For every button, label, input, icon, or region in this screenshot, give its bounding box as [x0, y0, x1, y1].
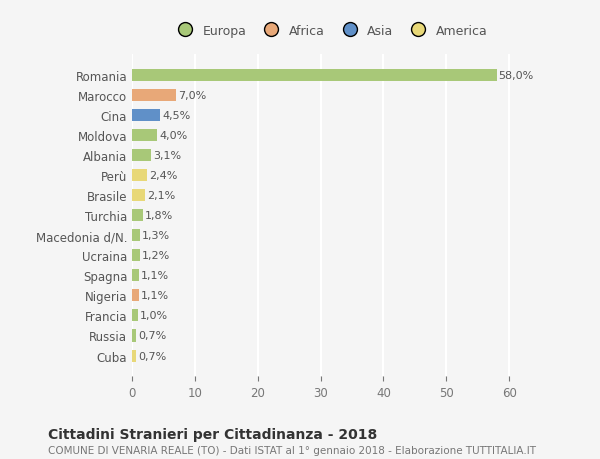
Text: 3,1%: 3,1% [154, 151, 181, 161]
Text: 1,1%: 1,1% [141, 271, 169, 281]
Text: Cittadini Stranieri per Cittadinanza - 2018: Cittadini Stranieri per Cittadinanza - 2… [48, 427, 377, 441]
Text: 1,3%: 1,3% [142, 231, 170, 241]
Bar [132, 350, 136, 362]
Bar [132, 270, 139, 282]
Text: 0,7%: 0,7% [138, 331, 167, 341]
Bar [132, 230, 140, 242]
Bar [132, 130, 157, 142]
Text: 2,4%: 2,4% [149, 171, 178, 181]
Text: 1,8%: 1,8% [145, 211, 173, 221]
Text: 0,7%: 0,7% [138, 351, 167, 361]
Text: 2,1%: 2,1% [147, 191, 175, 201]
Bar [132, 110, 160, 122]
Text: COMUNE DI VENARIA REALE (TO) - Dati ISTAT al 1° gennaio 2018 - Elaborazione TUTT: COMUNE DI VENARIA REALE (TO) - Dati ISTA… [48, 445, 536, 455]
Bar [132, 70, 497, 82]
Text: 1,2%: 1,2% [142, 251, 170, 261]
Bar [132, 90, 176, 102]
Bar [132, 250, 140, 262]
Text: 7,0%: 7,0% [178, 91, 206, 101]
Bar [132, 170, 147, 182]
Bar [132, 190, 145, 202]
Text: 58,0%: 58,0% [499, 71, 534, 81]
Bar [132, 150, 151, 162]
Bar [132, 290, 139, 302]
Bar [132, 210, 143, 222]
Text: 1,0%: 1,0% [140, 311, 168, 321]
Text: 1,1%: 1,1% [141, 291, 169, 301]
Bar [132, 310, 138, 322]
Legend: Europa, Africa, Asia, America: Europa, Africa, Asia, America [167, 20, 493, 43]
Text: 4,5%: 4,5% [162, 111, 190, 121]
Text: 4,0%: 4,0% [159, 131, 187, 141]
Bar [132, 330, 136, 342]
